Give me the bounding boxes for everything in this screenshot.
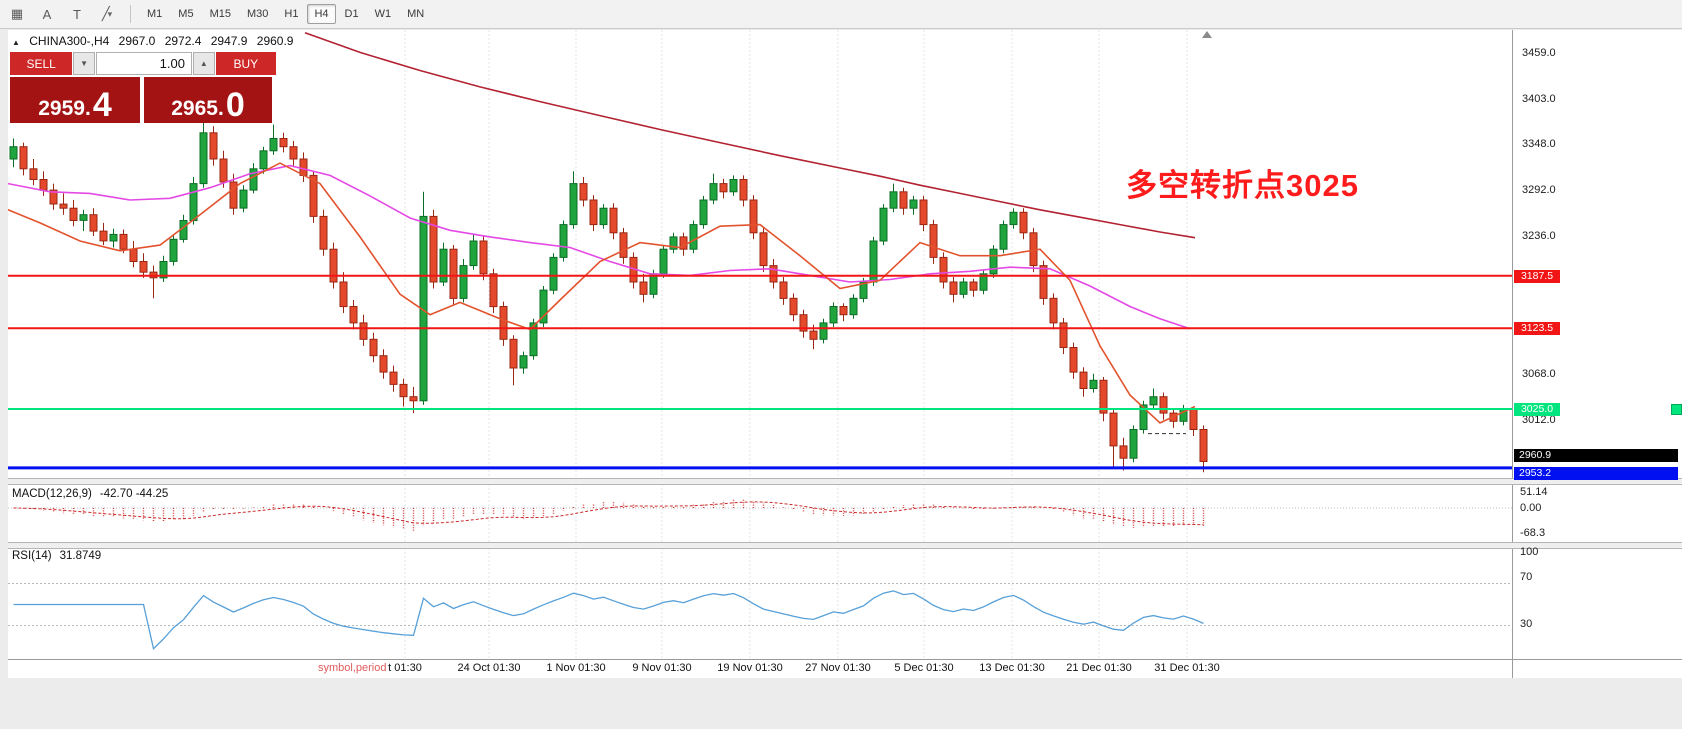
text-glyph: T	[73, 6, 81, 22]
rsi-panel-separator[interactable]	[8, 542, 1682, 549]
sell-price-main: 2959.	[38, 96, 91, 120]
price-axis-label: 3459.0	[1522, 47, 1556, 59]
sell-price-display[interactable]: 2959. 4	[10, 77, 140, 123]
crosshair-grid-icon[interactable]: ▦	[4, 3, 30, 25]
current-price-badge: 2960.9	[1514, 449, 1678, 462]
macd-panel-header: MACD(12,26,9) -42.70 -44.25	[12, 488, 176, 500]
macd-axis-label: 51.14	[1520, 486, 1548, 498]
rsi-panel[interactable]	[8, 548, 1512, 658]
macd-histogram	[22, 499, 1205, 531]
rsi-axis-label: 30	[1520, 618, 1533, 630]
crosshair-grid-glyph: ▦	[10, 6, 24, 21]
macd-panel[interactable]	[8, 484, 1512, 542]
rsi-panel-header: RSI(14) 31.8749	[12, 550, 109, 562]
macd-signal-line	[13, 501, 1204, 526]
main-chart[interactable]	[8, 30, 1512, 478]
ohlc-low: 2947.9	[210, 34, 248, 48]
volume-input[interactable]	[95, 52, 192, 75]
text-label-glyph: A	[42, 6, 52, 22]
candles-layer	[9, 109, 1208, 473]
price-axis-label: 3236.0	[1522, 230, 1556, 242]
sell-button[interactable]: SELL	[10, 52, 73, 75]
price-axis-label: 3348.0	[1522, 138, 1556, 150]
rsi-title: RSI(14)	[12, 550, 52, 562]
time-axis-label: 24 Oct 01:30	[457, 662, 521, 674]
chart-symbol-marker-icon: ▲	[12, 38, 20, 47]
price-line-badge: 3025.0	[1514, 403, 1560, 416]
timeframe-button-group: M1 M5 M15 M30 H1 H4 D1 W1 MN	[139, 4, 432, 24]
time-axis-label: t 01:30	[388, 662, 422, 674]
time-axis-label: 9 Nov 01:30	[632, 662, 692, 674]
time-axis-label: 5 Dec 01:30	[894, 662, 954, 674]
time-axis-label: 19 Nov 01:30	[717, 662, 783, 674]
price-line-badge: 3123.5	[1514, 322, 1560, 335]
ohlc-high: 2972.4	[164, 34, 202, 48]
time-axis-label: 1 Nov 01:30	[546, 662, 606, 674]
chart-symbol-label: CHINA300-,H4	[29, 34, 110, 48]
ohlc-close: 2960.9	[256, 34, 294, 48]
macd-panel-separator[interactable]	[8, 478, 1682, 485]
rsi-line	[13, 590, 1204, 650]
timeframe-button-w1[interactable]: W1	[368, 4, 399, 24]
chevron-down-icon: ▾	[107, 8, 113, 19]
time-axis-label: 13 Dec 01:30	[979, 662, 1045, 674]
price-axis-separator	[1512, 30, 1513, 678]
macd-axis-label: 0.00	[1520, 502, 1542, 514]
symbol-period-watermark: symbol,period	[318, 662, 387, 674]
macd-axis-label: -68.3	[1520, 527, 1546, 539]
ma-slow-line[interactable]	[304, 32, 1196, 239]
chart-shift-marker[interactable]	[1202, 31, 1212, 38]
timeframe-button-m1[interactable]: M1	[140, 4, 169, 24]
toolbar-separator	[130, 5, 131, 23]
price-line-badge: 2953.2	[1514, 467, 1678, 480]
time-axis-label: 21 Dec 01:30	[1066, 662, 1132, 674]
one-click-trading-panel: SELL ▼ ▲ BUY 2959. 4 2965. 0	[10, 52, 276, 123]
rsi-axis-label: 100	[1520, 546, 1539, 558]
price-axis-label: 3068.0	[1522, 368, 1556, 380]
ma-mid-line[interactable]	[8, 164, 1191, 330]
timeframe-button-h4[interactable]: H4	[307, 4, 336, 24]
price-line-badge: 3187.5	[1514, 270, 1560, 283]
timeframe-button-m30[interactable]: M30	[240, 4, 275, 24]
sell-price-big-digit: 4	[92, 86, 112, 125]
buy-button[interactable]: BUY	[215, 52, 276, 75]
text-icon[interactable]: T	[64, 3, 90, 25]
time-axis-label: 31 Dec 01:30	[1154, 662, 1220, 674]
top-toolbar: ▦ A T ╱ ▾ M1 M5 M15 M30 H1 H4 D1 W1 MN	[0, 0, 1682, 29]
ohlc-open: 2967.0	[118, 34, 156, 48]
green-line-right-marker[interactable]	[1671, 404, 1682, 415]
rsi-axis-label: 70	[1520, 571, 1533, 583]
buy-price-big-digit: 0	[225, 86, 245, 125]
chart-ohlc-header: ▲ CHINA300-,H4 2967.0 2972.4 2947.9 2960…	[12, 34, 299, 48]
price-axis-label: 3012.0	[1522, 414, 1556, 426]
macd-title: MACD(12,26,9)	[12, 488, 92, 500]
timeframe-button-m5[interactable]: M5	[171, 4, 200, 24]
ma-fast-line[interactable]	[8, 162, 1196, 424]
macd-values: -42.70 -44.25	[99, 488, 169, 500]
timeframe-button-d1[interactable]: D1	[338, 4, 366, 24]
buy-price-main: 2965.	[171, 96, 224, 120]
chart-annotation-text: 多空转折点3025	[1126, 168, 1359, 203]
time-axis-separator	[8, 659, 1682, 660]
timeframe-button-m15[interactable]: M15	[203, 4, 238, 24]
shapes-glyph: ╱	[101, 6, 110, 21]
price-axis-label: 3403.0	[1522, 93, 1556, 105]
timeframe-button-h1[interactable]: H1	[277, 4, 305, 24]
bottom-empty-area	[0, 679, 1682, 729]
price-axis-label: 3292.0	[1522, 184, 1556, 196]
timeframe-button-mn[interactable]: MN	[400, 4, 431, 24]
volume-decrease-button[interactable]: ▼	[73, 52, 95, 75]
volume-increase-button[interactable]: ▲	[192, 52, 215, 75]
shapes-icon[interactable]: ╱ ▾	[94, 3, 120, 25]
time-axis-label: 27 Nov 01:30	[805, 662, 871, 674]
text-label-icon[interactable]: A	[34, 3, 60, 25]
buy-price-display[interactable]: 2965. 0	[144, 77, 272, 123]
rsi-value: 31.8749	[59, 550, 102, 562]
